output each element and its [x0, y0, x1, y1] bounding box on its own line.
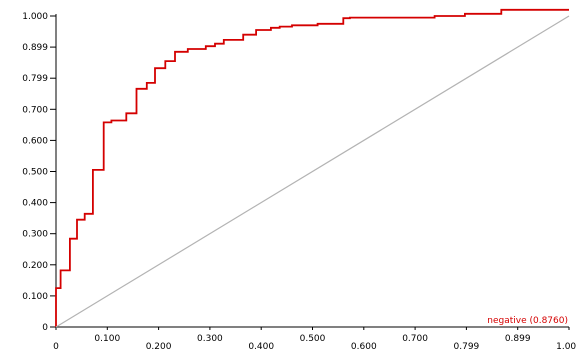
x-tick-label: 0.700 — [402, 334, 428, 344]
x-tick-label: 0.600 — [351, 342, 377, 351]
reference-diagonal-line — [55, 15, 570, 328]
x-tick-label: 0.200 — [146, 342, 172, 351]
y-tick-label: 0.500 — [22, 168, 48, 178]
x-tick-label: 0.400 — [248, 342, 274, 351]
y-tick-label: 0.300 — [22, 230, 48, 240]
legend-label: negative (0.8760) — [487, 316, 568, 326]
axes — [50, 14, 570, 330]
plot-series — [55, 8, 570, 328]
tick-labels: 0 0.100 0.200 0.300 0.400 0.500 0.600 0.700 0.79… — [22, 12, 576, 351]
x-tick-label: 0.899 — [505, 334, 531, 344]
y-tick-label: 0.200 — [22, 261, 48, 271]
x-tick-label: 0.100 — [94, 334, 120, 344]
y-tick-label: 0.899 — [22, 43, 48, 53]
y-tick-label: 0.100 — [22, 292, 48, 302]
y-tick-label: 0.400 — [22, 199, 48, 209]
x-tick-label: 0.500 — [300, 334, 326, 344]
y-tick-label: 0.799 — [22, 74, 48, 84]
x-tick-label: 0.799 — [454, 342, 480, 351]
y-tick-label: 1.000 — [22, 12, 48, 22]
x-tick-label: 1.000 — [556, 342, 576, 351]
y-tick-label: 0 — [42, 323, 48, 333]
roc-curve-line — [55, 8, 569, 327]
y-tick-label: 0.700 — [22, 105, 48, 115]
y-tick-label: 0.600 — [22, 136, 48, 146]
x-tick-label: 0 — [53, 342, 59, 351]
x-tick-label: 0.300 — [197, 334, 223, 344]
